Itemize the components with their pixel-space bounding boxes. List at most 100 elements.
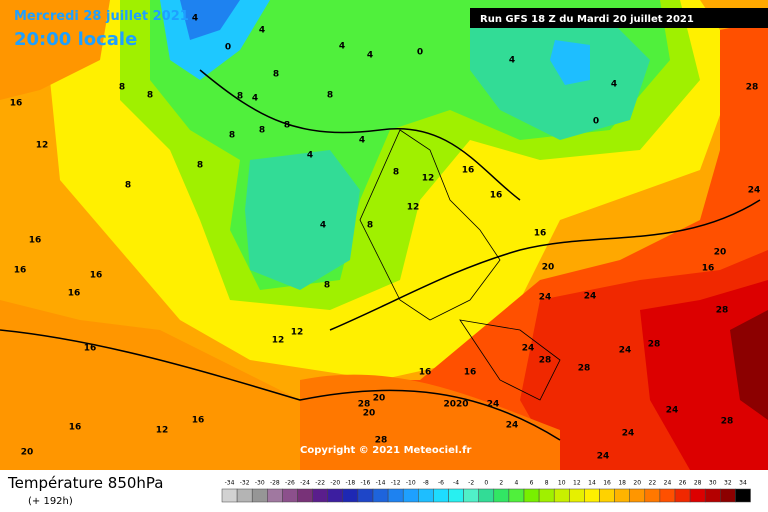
contour-label: 4 <box>259 26 265 36</box>
contour-label: 8 <box>125 181 131 191</box>
legend-tick-label: 30 <box>709 480 717 487</box>
legend-swatch <box>327 488 344 503</box>
contour-label: 24 <box>622 429 635 439</box>
contour-label: 20 <box>714 248 727 258</box>
contour-label: 8 <box>197 161 203 171</box>
contour-label: 28 <box>721 417 734 427</box>
legend-swatch <box>372 488 389 503</box>
contour-label: 28 <box>375 436 388 446</box>
contour-label: 24 <box>619 346 632 356</box>
map-date: Mercredi 28 juillet 2021 <box>14 9 189 24</box>
legend-tick-label: -10 <box>406 480 416 487</box>
contour-label: 12 <box>291 328 304 338</box>
contour-label: 12 <box>272 336 285 346</box>
contour-label: 28 <box>358 400 371 410</box>
legend-tick-label: 2 <box>499 480 503 487</box>
legend-swatch <box>704 488 721 503</box>
legend-tick-label: 20 <box>633 480 641 487</box>
legend-swatch <box>689 488 706 503</box>
contour-label: 24 <box>506 421 519 431</box>
contour-label: 16 <box>490 191 503 201</box>
legend-swatch <box>251 488 268 503</box>
contour-label: 16 <box>702 264 715 274</box>
legend-tick-label: 26 <box>679 480 687 487</box>
footer-subtitle: (+ 192h) <box>28 496 73 507</box>
contour-label: 12 <box>407 203 420 213</box>
map-background <box>0 0 768 470</box>
color-legend: -34 -32 -30 -28 -26 -24 -22 -20 -18 -16 -14 -12 -10-… <box>221 480 751 503</box>
contour-label: 4 <box>307 151 313 161</box>
contour-label: 8 <box>284 121 290 131</box>
legend-swatch <box>342 488 359 503</box>
contour-label: 8 <box>324 281 330 291</box>
contour-label: 8 <box>119 83 125 93</box>
footer-title: Température 850hPa <box>7 474 164 492</box>
legend-swatch <box>659 488 676 503</box>
legend-swatch <box>312 488 328 503</box>
run-info: Run GFS 18 Z du Mardi 20 juillet 2021 <box>480 14 694 25</box>
legend-tick-label: -34 <box>225 480 235 487</box>
contour-label: 24 <box>539 293 552 303</box>
legend-tick-label: -26 <box>285 480 295 487</box>
contour-label: 20 <box>21 448 34 458</box>
legend-tick-label: 0 <box>484 480 488 487</box>
contour-label: 16 <box>192 416 205 426</box>
contour-label: 0 <box>225 43 231 53</box>
contour-label: 12 <box>156 426 169 436</box>
legend-tick-label: 22 <box>649 480 657 487</box>
contour-label: 4 <box>367 51 373 61</box>
contour-label: 4 <box>359 136 365 146</box>
contour-label: 12 <box>36 141 49 151</box>
contour-label: 8 <box>327 91 333 101</box>
legend-tick-label: -4 <box>453 480 459 487</box>
contour-label: 8 <box>147 91 153 101</box>
legend-tick-label: -14 <box>376 480 386 487</box>
legend-tick-label: -12 <box>391 480 401 487</box>
legend-tick-label: -2 <box>468 480 474 487</box>
legend-swatch <box>629 488 646 503</box>
contour-label: 16 <box>29 236 42 246</box>
copyright: Copyright © 2021 Meteociel.fr <box>300 445 471 456</box>
contour-label: 0 <box>593 117 599 127</box>
legend-swatch <box>569 488 585 503</box>
contour-label: 16 <box>534 229 547 239</box>
contour-label: 24 <box>597 452 610 462</box>
contour-label: 24 <box>748 186 761 196</box>
legend-swatch <box>448 488 464 503</box>
legend-tick-label: -30 <box>255 480 265 487</box>
contour-label: 16 <box>68 289 81 299</box>
legend-swatch <box>282 488 298 503</box>
legend-swatch <box>493 488 510 503</box>
contour-label: 16 <box>84 344 97 354</box>
legend-swatch <box>221 488 238 503</box>
contour-label: 8 <box>259 126 265 136</box>
contour-label: 28 <box>578 364 591 374</box>
contour-label: 16 <box>464 368 477 378</box>
contour-label: 4 <box>509 56 515 66</box>
legend-tick-label: 18 <box>618 480 626 487</box>
legend-tick-label: -24 <box>300 480 310 487</box>
contour-label: 16 <box>69 423 82 433</box>
contour-label: 4 <box>192 14 198 24</box>
contour-label: 8 <box>273 70 279 80</box>
contour-label: 8 <box>367 221 373 231</box>
contour-label: 20 <box>363 409 376 419</box>
legend-tick-label: -32 <box>240 480 250 487</box>
legend-swatch <box>614 488 630 503</box>
contour-label: 4 <box>252 94 258 104</box>
legend-tick-label: -22 <box>315 480 325 487</box>
contour-label: 24 <box>584 292 597 302</box>
legend-swatch <box>599 488 615 503</box>
legend-swatch <box>584 488 600 503</box>
contour-label: 24 <box>666 406 679 416</box>
legend-swatch <box>735 488 751 503</box>
legend-swatch <box>297 488 313 503</box>
legend-tick-label: 16 <box>603 480 611 487</box>
legend-tick-label: -28 <box>270 480 280 487</box>
legend-swatch <box>538 488 555 503</box>
contour-label: 28 <box>746 83 759 93</box>
contour-label: 16 <box>462 166 475 176</box>
contour-label: 28 <box>716 306 729 316</box>
